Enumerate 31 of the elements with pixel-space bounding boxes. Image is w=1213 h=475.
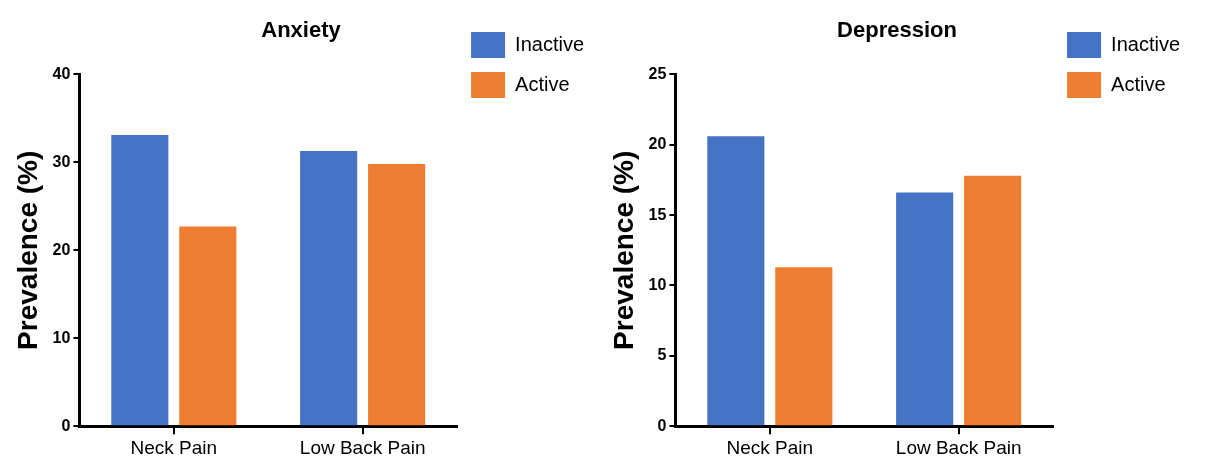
y-tick-label: 40 bbox=[52, 64, 71, 82]
y-tick-label: 30 bbox=[52, 152, 71, 170]
legend-label: Inactive bbox=[515, 32, 585, 55]
bar bbox=[896, 192, 954, 426]
y-tick-label: 10 bbox=[648, 275, 667, 293]
bar bbox=[179, 226, 237, 426]
legend-label: Active bbox=[515, 72, 570, 95]
bar bbox=[707, 136, 765, 426]
bar bbox=[964, 175, 1022, 426]
x-tick-label: Neck Pain bbox=[726, 436, 814, 458]
legend-label: Active bbox=[1111, 72, 1166, 95]
bar bbox=[111, 135, 169, 426]
y-axis-title: Prevalence (%) bbox=[11, 150, 43, 350]
y-tick-label: 0 bbox=[61, 416, 71, 434]
y-tick-label: 15 bbox=[648, 205, 667, 223]
chart-title: Anxiety bbox=[261, 17, 342, 43]
y-tick-label: 10 bbox=[52, 328, 71, 346]
bar bbox=[300, 150, 358, 426]
y-tick-label: 0 bbox=[657, 416, 667, 434]
legend-label: Inactive bbox=[1111, 32, 1181, 55]
x-tick-label: Low Back Pain bbox=[895, 436, 1022, 458]
y-tick-label: 20 bbox=[648, 135, 667, 153]
bar bbox=[368, 164, 426, 426]
bar bbox=[775, 267, 833, 426]
x-tick-label: Low Back Pain bbox=[299, 436, 426, 458]
y-tick-label: 20 bbox=[52, 240, 71, 258]
chart-title: Depression bbox=[837, 17, 957, 43]
y-tick-label: 25 bbox=[648, 64, 667, 82]
x-tick-label: Neck Pain bbox=[130, 436, 218, 458]
y-axis-title: Prevalence (%) bbox=[607, 150, 639, 350]
y-tick-label: 5 bbox=[657, 346, 667, 364]
